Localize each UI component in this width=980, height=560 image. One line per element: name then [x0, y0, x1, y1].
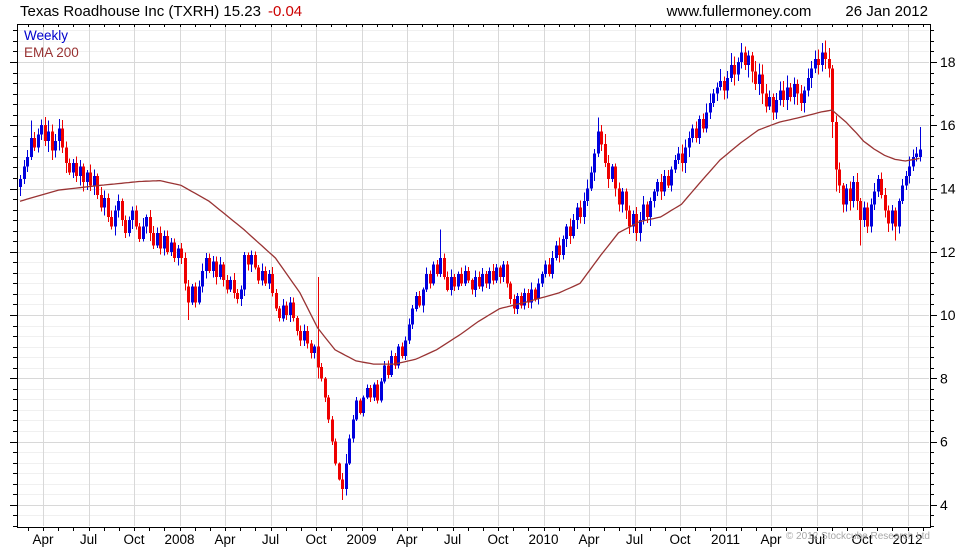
- x-axis-ticks: [28, 24, 924, 531]
- page-title: Texas Roadhouse Inc (TXRH) 15.23: [20, 3, 261, 20]
- svg-text:14: 14: [940, 181, 956, 197]
- svg-text:16: 16: [940, 117, 956, 133]
- plot-border: [17, 24, 931, 528]
- svg-text:Oct: Oct: [305, 532, 326, 547]
- svg-text:Oct: Oct: [487, 532, 508, 547]
- svg-text:Apr: Apr: [32, 532, 54, 547]
- candles: [19, 40, 922, 501]
- svg-text:2009: 2009: [346, 532, 376, 547]
- svg-text:6: 6: [940, 434, 948, 450]
- svg-text:2010: 2010: [528, 532, 558, 547]
- svg-text:Oct: Oct: [123, 532, 144, 547]
- website-label: www.fullermoney.com: [666, 3, 812, 20]
- legend-ema: EMA 200: [24, 45, 79, 60]
- date-label: 26 Jan 2012: [845, 3, 928, 20]
- svg-text:10: 10: [940, 307, 956, 323]
- svg-text:Jul: Jul: [262, 532, 279, 547]
- x-axis-labels: Apr Jul Oct 2008 Apr Jul Oct 2009 Apr Jul Oct 2010 A…: [32, 532, 922, 547]
- price-change: -0.04: [267, 3, 303, 20]
- y-axis-ticks: [10, 30, 937, 527]
- svg-text:Jul: Jul: [808, 532, 825, 547]
- svg-text:2011: 2011: [711, 532, 740, 547]
- svg-text:Apr: Apr: [760, 532, 782, 547]
- legend-weekly: Weekly: [24, 28, 69, 43]
- legend: Weekly EMA 200: [24, 27, 79, 61]
- svg-text:Jul: Jul: [80, 532, 97, 547]
- svg-text:Oct: Oct: [851, 532, 872, 547]
- svg-text:Oct: Oct: [669, 532, 690, 547]
- svg-text:4: 4: [940, 497, 948, 513]
- y-axis-labels: 4 6 8 10 12 14 16 18: [940, 54, 956, 513]
- svg-text:2008: 2008: [164, 532, 194, 547]
- svg-text:Apr: Apr: [578, 532, 600, 547]
- svg-text:18: 18: [940, 54, 956, 70]
- svg-text:8: 8: [940, 370, 948, 386]
- svg-text:Jul: Jul: [444, 532, 461, 547]
- titlebar: Texas Roadhouse Inc (TXRH) 15.23 -0.04 w…: [20, 3, 928, 20]
- svg-text:Apr: Apr: [214, 532, 236, 547]
- svg-text:12: 12: [940, 244, 956, 260]
- svg-text:2012: 2012: [892, 532, 922, 547]
- svg-text:Apr: Apr: [396, 532, 418, 547]
- svg-text:Jul: Jul: [626, 532, 643, 547]
- copyright-text: © 2012 Stockcube Research Ltd: [785, 531, 930, 542]
- ema-line: [19, 109, 920, 365]
